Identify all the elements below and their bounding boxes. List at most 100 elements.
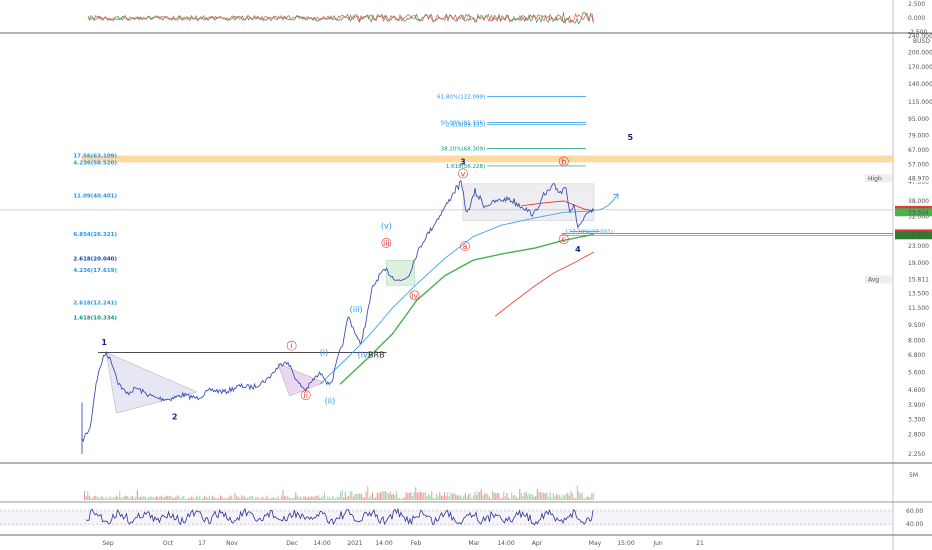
volume-bar [511, 492, 513, 500]
fib-label: 1.618(56.228) [446, 164, 485, 170]
wave-circle [286, 340, 297, 351]
volume-bar [175, 496, 177, 500]
volume-bar [378, 493, 380, 500]
volume-bar [344, 491, 346, 500]
y-tick-label: 2.250 [908, 451, 925, 458]
rsi-line [85, 507, 594, 526]
volume-bar [84, 491, 86, 500]
wave-label: 3 [460, 158, 466, 167]
fib-levels-layer: 61.80%(122.099) 50.00%(91.326)2.618(89.13… [73, 94, 613, 321]
volume-bar [557, 495, 559, 500]
volume-bar [197, 496, 199, 500]
volume-bar [466, 496, 468, 500]
wave-label: (i) [320, 348, 328, 357]
volume-bar [165, 495, 167, 500]
volume-bar [317, 495, 319, 500]
volume-bar [106, 496, 108, 500]
volume-bar [122, 497, 124, 500]
volume-bar [512, 495, 514, 500]
volume-bar [258, 498, 260, 500]
y-tick-label: 200.000 [908, 49, 932, 56]
volume-bar [226, 498, 228, 500]
volume-bar [188, 497, 190, 500]
wave-label: (iv) [358, 351, 371, 360]
volume-bar [124, 495, 126, 500]
volume-bar [405, 492, 407, 500]
volume-bar [162, 497, 164, 500]
volume-bar [423, 492, 425, 500]
volume-bar [213, 497, 215, 500]
volume-bar [440, 495, 442, 500]
volume-bar [573, 497, 575, 500]
volume-bar [274, 497, 276, 500]
volume-bar [564, 495, 566, 500]
volume-bar [474, 491, 476, 500]
wave-circle [558, 156, 569, 167]
wave-circle [460, 241, 470, 251]
volume-bar [452, 494, 454, 500]
volume-bar [215, 497, 217, 500]
volume-bar [348, 495, 350, 500]
projection-arrow-head [612, 193, 619, 199]
volume-bar [250, 496, 252, 500]
fib-label: 11.09(40.401) [73, 193, 117, 199]
osc-line-green [87, 11, 594, 25]
wave-label: 2 [172, 413, 178, 422]
volume-bar [120, 497, 122, 500]
y-tick-label: 8.000 [908, 338, 925, 345]
volume-bar [455, 494, 457, 500]
volume-bar [202, 498, 204, 500]
triangle-1 [105, 352, 198, 414]
volume-bar [135, 496, 137, 500]
volume-bar [191, 496, 193, 500]
rsi-panel [0, 507, 893, 526]
top-oscillator-panel [87, 11, 594, 25]
price-line [81, 180, 595, 443]
osc-line-grey [87, 12, 594, 25]
volume-bar [312, 497, 314, 500]
volume-bar [269, 498, 271, 500]
volume-bar [527, 495, 529, 500]
volume-bar [90, 497, 92, 500]
volume-bar [245, 498, 247, 500]
volume-bar [276, 498, 278, 500]
y-tick-label: 19.000 [908, 260, 929, 267]
volume-bar [279, 498, 281, 500]
volume-bar [104, 498, 106, 500]
fib-label: 38.20%(68.309) [441, 146, 486, 152]
top-panel-tick: 0.000 [908, 15, 925, 22]
volume-bar [164, 497, 166, 500]
volume-bar [136, 490, 138, 500]
volume-tick: 5M [909, 472, 918, 479]
volume-bar [117, 497, 119, 500]
volume-bar [132, 496, 134, 500]
volume-bar [290, 498, 292, 500]
volume-bar [170, 495, 172, 500]
volume-bar [429, 495, 431, 500]
volume-bar [252, 496, 254, 500]
volume-bar [359, 493, 361, 500]
zones-layer [0, 155, 893, 414]
volume-bar [445, 496, 447, 500]
volume-bar [567, 492, 569, 500]
volume-bar [119, 491, 121, 500]
moving-averages-layer [319, 200, 595, 385]
volume-bar [367, 486, 369, 500]
volume-bar [456, 495, 458, 500]
volume-bar [525, 491, 527, 500]
y-tick-label: 115.000 [908, 99, 932, 106]
volume-bar [271, 498, 273, 500]
volume-bar [88, 495, 90, 500]
volume-bar [360, 493, 362, 500]
volume-bar [583, 498, 585, 500]
avg-label-box [895, 275, 932, 284]
volume-bar [152, 497, 154, 500]
volume-bar [240, 495, 242, 500]
volume-bar [392, 493, 394, 500]
y-tick-label: 170.000 [908, 64, 932, 71]
volume-bar [482, 495, 484, 500]
volume-bar [295, 492, 297, 500]
volume-bar [351, 491, 353, 500]
volume-bar [354, 494, 356, 500]
